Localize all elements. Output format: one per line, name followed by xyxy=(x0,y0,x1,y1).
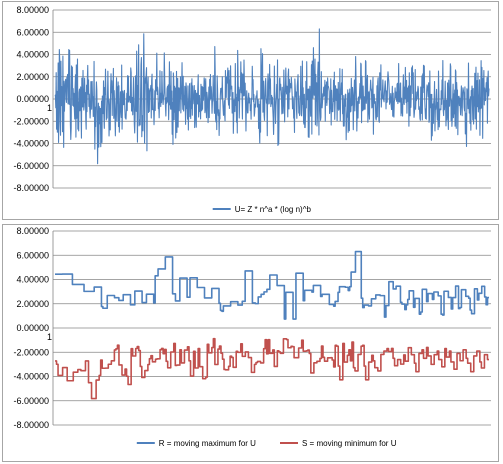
time-series-chart: 8.00000 6.00000 4.00000 2.00000 0.00000 -2.00… xyxy=(13,5,491,214)
y-tick-label: 4.00000 xyxy=(16,50,49,60)
y-tick-label: -8.00000 xyxy=(13,183,49,193)
y-tick-label: 8.00000 xyxy=(16,5,49,15)
series-line xyxy=(55,250,489,320)
series-line xyxy=(55,337,489,400)
y-tick-label: -2.00000 xyxy=(13,347,49,357)
y-tick-label: 4.00000 xyxy=(16,275,49,285)
y-tick-label: 2.00000 xyxy=(16,299,49,309)
y-tick-label: 6.00000 xyxy=(16,27,49,37)
series-line xyxy=(54,28,490,165)
y-tick-label: -8.00000 xyxy=(13,420,49,430)
y-tick-label: 0.00000 xyxy=(16,94,49,104)
y-tick-label: 8.00000 xyxy=(16,226,49,236)
x-tick-label: 1 xyxy=(47,332,52,342)
y-tick-label: -4.00000 xyxy=(13,372,49,382)
y-tick-label: -6.00000 xyxy=(13,161,49,171)
y-tick-label: -2.00000 xyxy=(13,116,49,126)
chart-panel-top: 8.00000 6.00000 4.00000 2.00000 0.00000 -2.00… xyxy=(2,1,499,220)
y-tick-label: 2.00000 xyxy=(16,72,49,82)
y-tick-label: -4.00000 xyxy=(13,139,49,149)
moving-extremes-chart: 8.00000 6.00000 4.00000 2.00000 0.00000 -2.00… xyxy=(13,226,491,448)
legend-label: R = moving maximum for U xyxy=(159,439,256,448)
y-tick-label: 6.00000 xyxy=(16,250,49,260)
x-tick-label: 1 xyxy=(47,103,52,113)
legend-label: U= Z * n^a * (log n)^b xyxy=(235,205,312,214)
y-tick-label: -6.00000 xyxy=(13,396,49,406)
legend-label: S = moving minimum for U xyxy=(302,439,397,448)
chart-panel-bottom: 8.00000 6.00000 4.00000 2.00000 0.00000 -2.00… xyxy=(2,224,499,462)
y-tick-label: 0.00000 xyxy=(16,323,49,333)
